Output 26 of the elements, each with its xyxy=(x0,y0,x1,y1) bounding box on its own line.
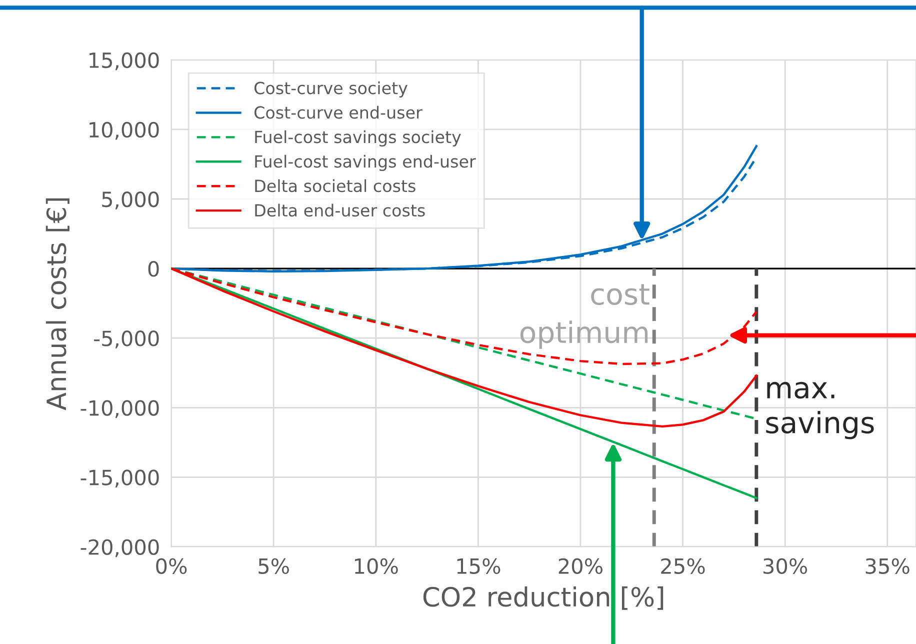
legend-label: Fuel-cost savings society xyxy=(255,130,461,146)
ref-line-label: cost optimum xyxy=(520,284,650,349)
ref-line-label: max. savings xyxy=(766,382,874,440)
x-tick-label: 35% xyxy=(866,558,910,574)
y-tick-label: 5,000 xyxy=(102,191,159,210)
legend-label: Cost-curve end-user xyxy=(254,106,422,119)
x-tick-label: 0% xyxy=(156,558,187,574)
legend-label: Delta societal costs xyxy=(255,179,416,192)
x-tick-label: 25% xyxy=(661,558,705,574)
y-tick-label: 15,000 xyxy=(90,52,159,70)
y-tick-label: -5,000 xyxy=(94,330,159,348)
x-tick-label: 30% xyxy=(764,558,808,574)
x-tick-label: 20% xyxy=(558,558,602,574)
x-tick-label: 5% xyxy=(258,558,289,574)
x-axis-title: CO2 reduction [%] xyxy=(423,586,664,610)
y-tick-label: -10,000 xyxy=(80,400,159,418)
y-axis-title: Annual costs [€] xyxy=(46,198,70,410)
legend-label: Cost-curve society xyxy=(254,81,408,98)
legend-label: Delta end-user costs xyxy=(255,204,425,217)
legend-label: Fuel-cost savings end-user xyxy=(255,154,476,171)
y-tick-label: 10,000 xyxy=(90,122,159,140)
x-tick-label: 15% xyxy=(457,558,500,574)
y-tick-label: -20,000 xyxy=(80,539,159,558)
y-tick-label: 0 xyxy=(148,261,159,277)
y-tick-label: -15,000 xyxy=(80,470,159,488)
x-tick-label: 10% xyxy=(355,558,398,574)
